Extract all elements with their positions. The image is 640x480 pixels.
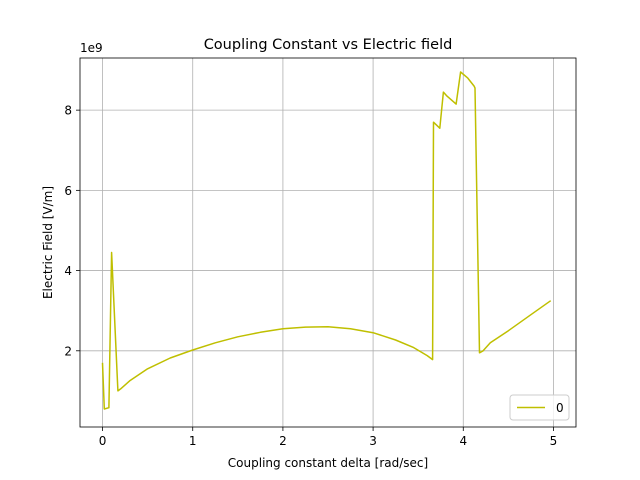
series-line (101, 71, 552, 410)
series-layer (101, 71, 552, 410)
y-tick-label: 8 (64, 104, 72, 118)
tick-layer: 0 1 2 3 4 5 2 4 6 8 (64, 104, 557, 448)
x-tick-label: 1 (189, 434, 197, 448)
x-tick-label: 3 (369, 434, 377, 448)
y-axis-title: Electric Field [V/m] (41, 186, 55, 299)
y-tick-label: 4 (64, 264, 72, 278)
plot-frame (79, 57, 577, 428)
x-tick-label: 2 (279, 434, 287, 448)
grid (80, 58, 576, 427)
y-tick-label: 2 (64, 344, 72, 358)
x-tick-label: 4 (459, 434, 467, 448)
x-tick-label: 0 (99, 434, 107, 448)
y-tick-label: 6 (64, 184, 72, 198)
legend-label: 0 (556, 401, 564, 415)
x-axis-title: Coupling constant delta [rad/sec] (228, 456, 428, 470)
y-axis-offset-text: 1e9 (80, 41, 103, 55)
x-tick-label: 5 (550, 434, 558, 448)
legend: 0 (509, 394, 570, 421)
chart-title: Coupling Constant vs Electric field (204, 37, 453, 53)
